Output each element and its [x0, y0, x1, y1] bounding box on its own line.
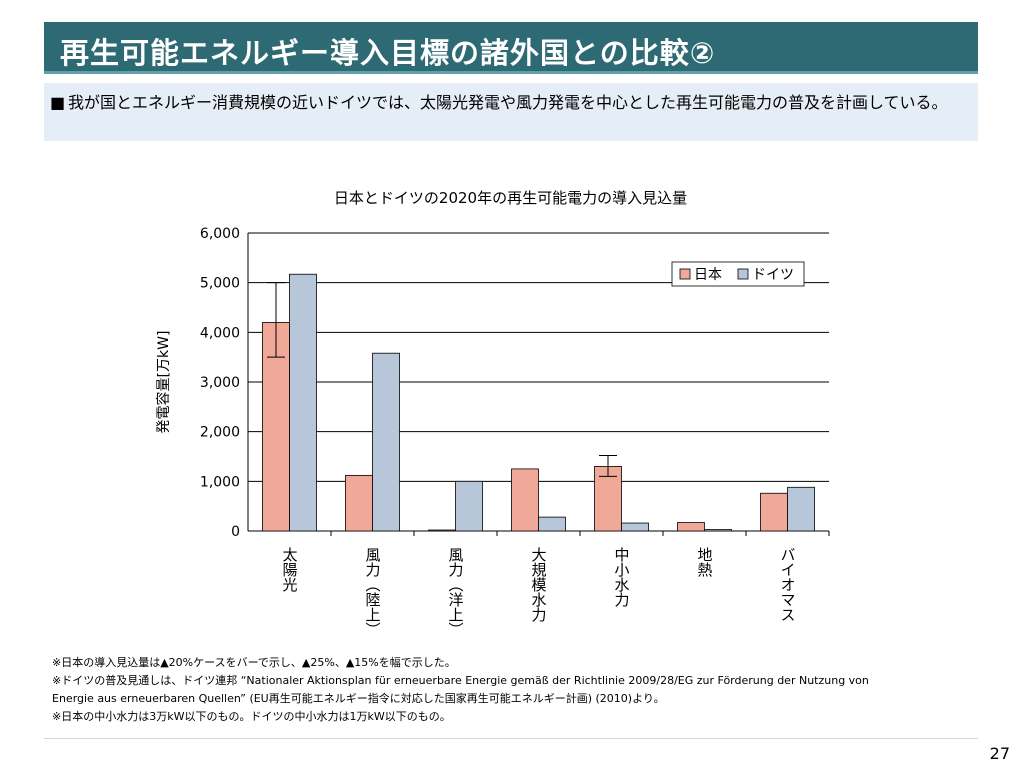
- bullet-marker: ■: [50, 93, 66, 112]
- x-tick-label: 地熱: [696, 547, 714, 577]
- page-number: 27: [989, 744, 1010, 763]
- footnote-3: Energie aus erneuerbaren Quellen” (EU再生可…: [52, 692, 665, 705]
- x-tick-label: 太陽光: [281, 547, 299, 593]
- x-tick-label: 大規模水力: [530, 547, 548, 623]
- bar-germany: [289, 273, 317, 532]
- bar-germany: [621, 522, 649, 532]
- y-tick-label: 3,000: [200, 375, 240, 391]
- y-tick-label: 1,000: [200, 474, 240, 490]
- footnote-1: ※日本の導入見込量は▲20%ケースをバーで示し、▲25%、▲15%を幅で示した。: [52, 656, 456, 669]
- x-tick-label: 風力（陸上）: [364, 547, 382, 637]
- x-tick-label: バイオマス: [779, 547, 797, 622]
- legend-swatch: [737, 268, 749, 280]
- y-tick-label: 0: [231, 524, 240, 540]
- y-tick-label: 6,000: [200, 226, 240, 242]
- bar-japan: [760, 492, 788, 532]
- legend-swatch: [679, 268, 691, 280]
- x-tick-label: 風力（洋上）: [447, 547, 465, 637]
- legend-label: 日本: [694, 267, 722, 283]
- bar-japan: [677, 522, 705, 532]
- legend-label: ドイツ: [752, 267, 794, 283]
- page-title: 再生可能エネルギー導入目標の諸外国との比較②: [60, 36, 716, 70]
- bar-germany: [787, 486, 815, 532]
- y-tick-label: 4,000: [200, 325, 240, 341]
- bar-germany: [538, 516, 566, 532]
- bar-germany: [704, 529, 732, 532]
- y-tick-label: 5,000: [200, 276, 240, 292]
- bar-japan: [594, 466, 622, 532]
- footer-divider: [44, 738, 978, 739]
- footnote-4: ※日本の中小水力は3万kW以下のもの。ドイツの中小水力は1万kW以下のもの。: [52, 710, 451, 723]
- bar-japan: [511, 468, 539, 532]
- bar-japan: [345, 474, 373, 532]
- bar-chart: 日本とドイツの2020年の再生可能電力の導入見込量 0 1,000 2,000 3,00…: [155, 189, 830, 637]
- summary-box: ■ 我が国とエネルギー消費規模の近いドイツでは、太陽光発電や風力発電を中心とした…: [44, 83, 978, 141]
- footnotes: ※日本の導入見込量は▲20%ケースをバーで示し、▲25%、▲15%を幅で示した。…: [52, 654, 972, 726]
- title-bar: 再生可能エネルギー導入目標の諸外国との比較②: [44, 22, 978, 74]
- y-tick-label: 2,000: [200, 425, 240, 441]
- bar-japan: [428, 529, 456, 532]
- chart-title: 日本とドイツの2020年の再生可能電力の導入見込量: [334, 189, 687, 207]
- x-tick-label: 中小水力: [613, 547, 631, 608]
- bar-germany: [372, 352, 400, 532]
- footnote-2: ※ドイツの普及見通しは、ドイツ連邦 “Nationaler Aktionspla…: [52, 674, 869, 687]
- summary-text: 我が国とエネルギー消費規模の近いドイツでは、太陽光発電や風力発電を中心とした再生…: [68, 93, 948, 112]
- bar-germany: [455, 480, 483, 532]
- y-axis-label: 発電容量[万kW]: [155, 331, 172, 434]
